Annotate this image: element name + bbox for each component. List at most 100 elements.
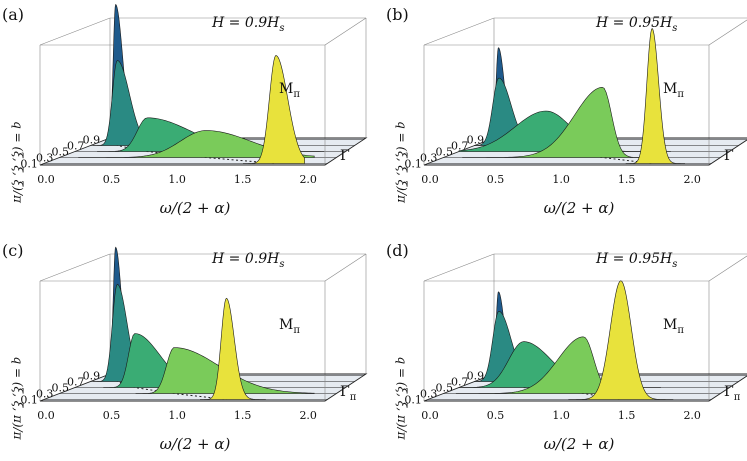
y-axis-label: q = (ξ, ξ, ξ)/π [11, 121, 25, 204]
q-tick-label: 0.7 [451, 376, 469, 389]
field-sub: s [279, 259, 284, 270]
q-tick-label: 0.1 [404, 158, 422, 171]
m-point-label: Mπ [663, 317, 684, 336]
x-axis-label: ω/(2 + α) [160, 435, 231, 453]
field-sub: s [672, 259, 677, 270]
field-label: H = 0.95Hs [595, 15, 677, 34]
box-edge [423, 17, 495, 46]
gamma-sub: π [350, 392, 357, 403]
q-tick-label: 0.5 [52, 146, 70, 159]
floor-edge [423, 137, 747, 166]
field-label: H = 0.9Hs [211, 15, 284, 34]
field-label: H = 0.95Hs [595, 251, 677, 270]
q-tick-label: 0.7 [67, 140, 85, 153]
q-tick-label: 0.1 [404, 394, 422, 407]
peak-q01 [568, 280, 673, 400]
floor-edge [423, 373, 747, 402]
x-tick-label: 1.0 [168, 173, 186, 186]
peak-q01 [625, 28, 685, 164]
field-main: H = 0.9H [211, 15, 280, 31]
q-tick-label: 0.7 [67, 376, 85, 389]
y-axis-label: q = (ξ, ξ, π)/π [395, 356, 409, 440]
m-main: M [663, 81, 677, 97]
gamma-label: Γπ [724, 384, 741, 403]
x-tick-label: 1.0 [552, 409, 570, 422]
peak-q03 [462, 87, 648, 158]
x-tick-label: 2.0 [299, 409, 317, 422]
box-edge [708, 255, 747, 282]
field-main: H = 0.95H [595, 251, 673, 267]
panel-tag: (c) [2, 241, 23, 260]
q-tick-label: 0.9 [83, 370, 101, 383]
x-tick-label: 0.5 [487, 409, 505, 422]
field-label: H = 0.9Hs [211, 251, 284, 270]
floor-edge [39, 373, 368, 402]
field-main: H = 0.95H [595, 15, 673, 31]
m-sub: π [677, 89, 684, 100]
box-edge [708, 19, 747, 46]
peak-q01 [200, 297, 266, 400]
m-point-label: Mπ [279, 317, 300, 336]
panel-tag: (d) [386, 241, 409, 260]
q-tick-label: 0.7 [451, 140, 469, 153]
x-tick-label: 0.0 [421, 409, 439, 422]
x-tick-label: 1.0 [168, 409, 186, 422]
x-tick-label: 1.5 [234, 173, 252, 186]
q-tick-label: 0.5 [52, 382, 70, 395]
q-tick-label: 0.1 [20, 394, 38, 407]
q-tick-label: 0.1 [20, 158, 38, 171]
box-edge [324, 17, 367, 46]
x-tick-label: 1.5 [618, 173, 636, 186]
gamma-main: Γ [724, 384, 734, 400]
field-sub: s [279, 23, 284, 34]
field-sub: s [672, 23, 677, 34]
dispersion-guide [497, 139, 653, 164]
gamma-main: Γ [340, 148, 350, 164]
q-tick-label: 0.3 [36, 388, 54, 401]
m-main: M [279, 81, 293, 97]
box-edge [39, 17, 111, 46]
q-tick-label: 0.3 [420, 152, 438, 165]
dispersion-guide [115, 375, 227, 400]
x-axis-label: ω/(2 + α) [160, 199, 231, 217]
gamma-label: Γπ [340, 384, 357, 403]
gamma-main: Γ [724, 148, 734, 164]
m-main: M [279, 317, 293, 333]
m-sub: π [293, 325, 300, 336]
q-tick-label: 0.5 [436, 146, 454, 159]
m-sub: π [677, 325, 684, 336]
m-point-label: Mπ [663, 81, 684, 100]
panel-tag: (b) [386, 5, 409, 24]
x-tick-label: 0.0 [37, 173, 55, 186]
x-tick-label: 2.0 [299, 173, 317, 186]
field-main: H = 0.9H [211, 251, 280, 267]
m-sub: π [293, 89, 300, 100]
x-tick-label: 0.5 [103, 173, 121, 186]
x-axis-label: ω/(2 + α) [544, 199, 615, 217]
x-tick-label: 0.0 [37, 409, 55, 422]
q-tick-label: 0.3 [36, 152, 54, 165]
q-tick-label: 0.9 [83, 134, 101, 147]
y-axis-label: q = (ξ, ξ, π)/π [11, 356, 25, 440]
box-edge [423, 253, 495, 282]
x-tick-label: 0.0 [421, 173, 439, 186]
gamma-label: Γ [724, 148, 734, 164]
q-tick-label: 0.5 [436, 382, 454, 395]
gamma-sub: π [734, 392, 741, 403]
x-tick-label: 1.5 [234, 409, 252, 422]
gamma-label: Γ [340, 148, 350, 164]
panel-tag: (a) [2, 5, 24, 24]
x-tick-label: 0.5 [487, 173, 505, 186]
x-tick-label: 1.5 [618, 409, 636, 422]
box-edge [324, 253, 367, 282]
m-main: M [663, 317, 677, 333]
box-edge [39, 253, 111, 282]
x-axis-label: ω/(2 + α) [544, 435, 615, 453]
m-point-label: Mπ [279, 81, 300, 100]
peak-q01 [243, 55, 305, 164]
